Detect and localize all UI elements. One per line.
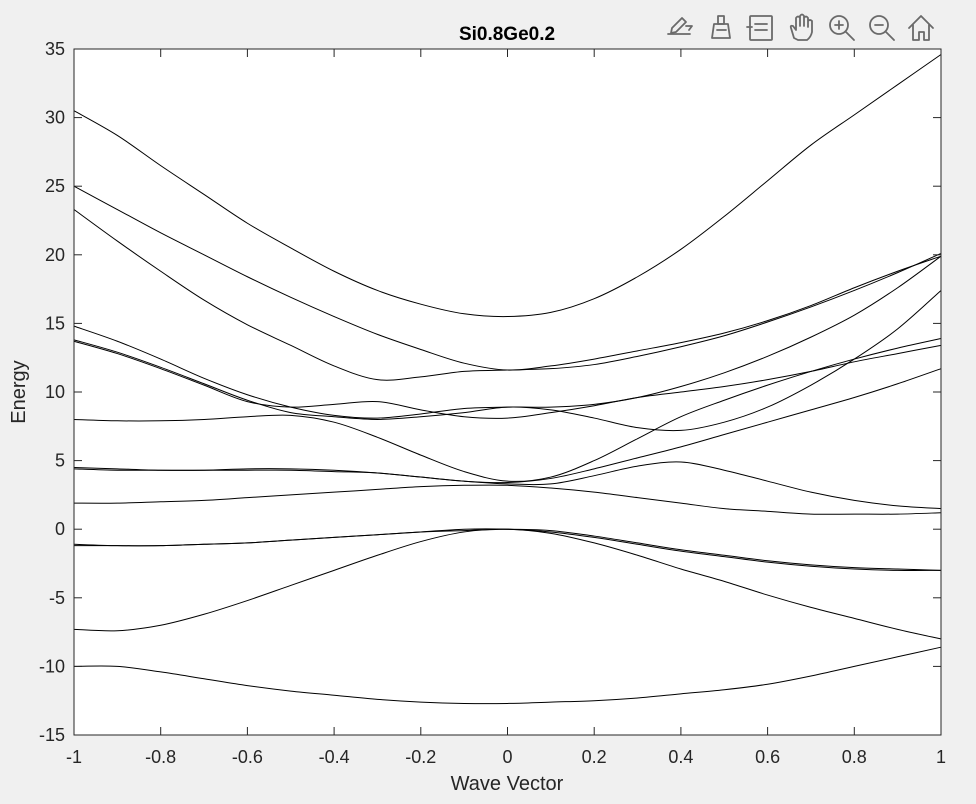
y-tick-label: 15 xyxy=(45,313,65,333)
y-tick-label: 35 xyxy=(45,39,65,59)
pan-icon[interactable] xyxy=(789,13,813,41)
band-line-1 xyxy=(73,646,942,705)
band-line-11 xyxy=(73,255,942,419)
y-tick-label: 25 xyxy=(45,176,65,196)
y-tick-label: 5 xyxy=(55,451,65,471)
band-line-10 xyxy=(73,340,942,419)
x-tick-label: -0.6 xyxy=(232,747,263,767)
band-line-4 xyxy=(73,528,942,571)
band-line-7 xyxy=(73,368,942,484)
y-tick-label: -5 xyxy=(49,588,65,608)
axis-ticks: -1 -0.8 -0.6 -0.4 -0.2 0 0.2 0.4 0.6 0.8 1 -15 -10 -5… xyxy=(39,39,946,767)
y-axis-title: Energy xyxy=(8,360,30,423)
y-tick-label: -15 xyxy=(39,725,65,745)
y-tick-label: -10 xyxy=(39,656,65,676)
x-tick-label: 0 xyxy=(502,747,512,767)
zoom-in-icon[interactable] xyxy=(829,15,855,41)
series-group xyxy=(73,54,942,705)
band-line-13 xyxy=(73,185,942,371)
band-line-5 xyxy=(73,484,942,515)
x-tick-label: -0.2 xyxy=(405,747,436,767)
zoom-out-icon[interactable] xyxy=(869,15,895,41)
toolbar xyxy=(667,13,934,41)
edit-export-icon[interactable] xyxy=(667,17,693,35)
x-tick-label: 0.4 xyxy=(668,747,693,767)
x-tick-label: 0.6 xyxy=(755,747,780,767)
y-tick-label: 0 xyxy=(55,519,65,539)
y-tick-label: 30 xyxy=(45,108,65,128)
legend-icon[interactable] xyxy=(746,15,773,41)
x-tick-label: -0.8 xyxy=(145,747,176,767)
chart-title: Si0.8Ge0.2 xyxy=(459,24,555,45)
y-tick-label: 10 xyxy=(45,382,65,402)
x-tick-label: 0.8 xyxy=(842,747,867,767)
x-tick-label: -0.4 xyxy=(319,747,350,767)
home-icon[interactable] xyxy=(908,15,934,41)
y-tick-label: 20 xyxy=(45,245,65,265)
x-tick-label: 0.2 xyxy=(582,747,607,767)
x-tick-label: -1 xyxy=(66,747,82,767)
brush-icon[interactable] xyxy=(711,15,731,39)
x-tick-label: 1 xyxy=(936,747,946,767)
band-line-8 xyxy=(73,338,942,482)
band-line-14 xyxy=(73,54,942,318)
plot-area xyxy=(74,49,941,735)
x-axis-title: Wave Vector xyxy=(451,773,564,795)
